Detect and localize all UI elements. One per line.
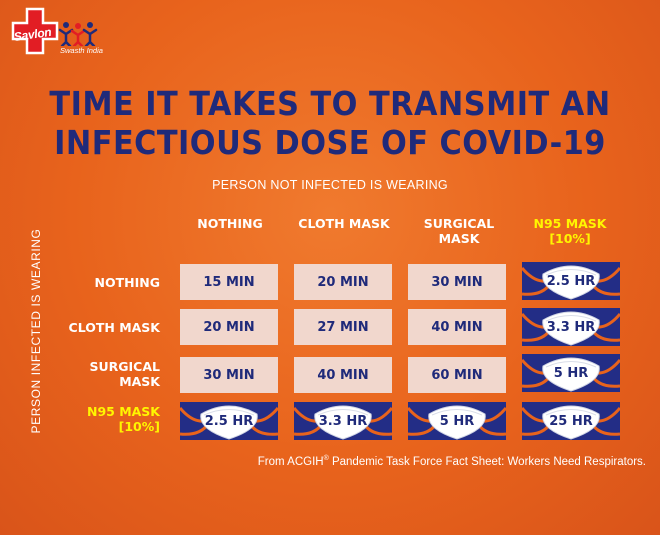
table-cell: 20 MIN: [180, 309, 278, 345]
column-header-n95-mask: N95 MASK [10%]: [533, 216, 607, 246]
table-cell: 30 MIN: [408, 264, 506, 300]
row-header-n95-mask: N95 MASK [10%]: [86, 404, 160, 434]
mask-cell-value: 5 HR: [553, 365, 589, 381]
mask-cell-value: 5 HR: [439, 413, 475, 429]
column-header-surgical-mask: SURGICAL MASK: [423, 216, 495, 246]
column-header-nothing: NOTHING: [197, 216, 263, 231]
title-line-2: INFECTIOUS DOSE OF COVID-19: [54, 123, 606, 162]
brand-tagline: Swasth India: [60, 46, 103, 55]
row-header-cloth-mask: CLOTH MASK: [68, 320, 160, 335]
mask-cell: 2.5 HR: [180, 402, 278, 440]
mask-cell: 3.3 HR: [522, 308, 620, 346]
table-cell: 40 MIN: [408, 309, 506, 345]
table-cell: 27 MIN: [294, 309, 392, 345]
n95-mask-icon: [522, 265, 620, 300]
column-header-cloth-mask: CLOTH MASK: [298, 216, 390, 231]
column-group-label: PERSON NOT INFECTED IS WEARING: [212, 178, 448, 192]
table-cell: 15 MIN: [180, 264, 278, 300]
mask-cell: 5 HR: [408, 402, 506, 440]
n95-mask-icon: [522, 311, 620, 346]
row-header-nothing: NOTHING: [94, 275, 160, 290]
brand-logo: Savlon Swasth India: [10, 6, 120, 62]
row-header-surgical-mask: SURGICAL MASK: [89, 359, 160, 389]
mask-cell: 25 HR: [522, 402, 620, 440]
people-icon: [58, 22, 98, 46]
savlon-cross-icon: [11, 7, 59, 55]
n95-mask-icon: [522, 357, 620, 392]
n95-mask-icon: [408, 405, 506, 440]
row-group-label: PERSON INFECTED IS WEARING: [29, 228, 43, 434]
title-line-1: TIME IT TAKES TO TRANSMIT AN: [49, 84, 611, 123]
mask-cell: 2.5 HR: [522, 262, 620, 300]
n95-mask-icon: [522, 405, 620, 440]
table-cell: 30 MIN: [180, 357, 278, 393]
mask-cell: 3.3 HR: [294, 402, 392, 440]
n95-mask-icon: [180, 405, 278, 440]
mask-cell-value: 2.5 HR: [546, 273, 596, 289]
source-note: From ACGIH® Pandemic Task Force Fact She…: [257, 455, 646, 468]
table-cell: 20 MIN: [294, 264, 392, 300]
n95-mask-icon: [294, 405, 392, 440]
mask-cell-value: 2.5 HR: [204, 413, 254, 429]
table-cell: 40 MIN: [294, 357, 392, 393]
mask-cell-value: 3.3 HR: [546, 319, 596, 335]
table-cell: 60 MIN: [408, 357, 506, 393]
mask-cell-value: 3.3 HR: [318, 413, 368, 429]
mask-cell-value: 25 HR: [549, 413, 593, 429]
mask-cell: 5 HR: [522, 354, 620, 392]
